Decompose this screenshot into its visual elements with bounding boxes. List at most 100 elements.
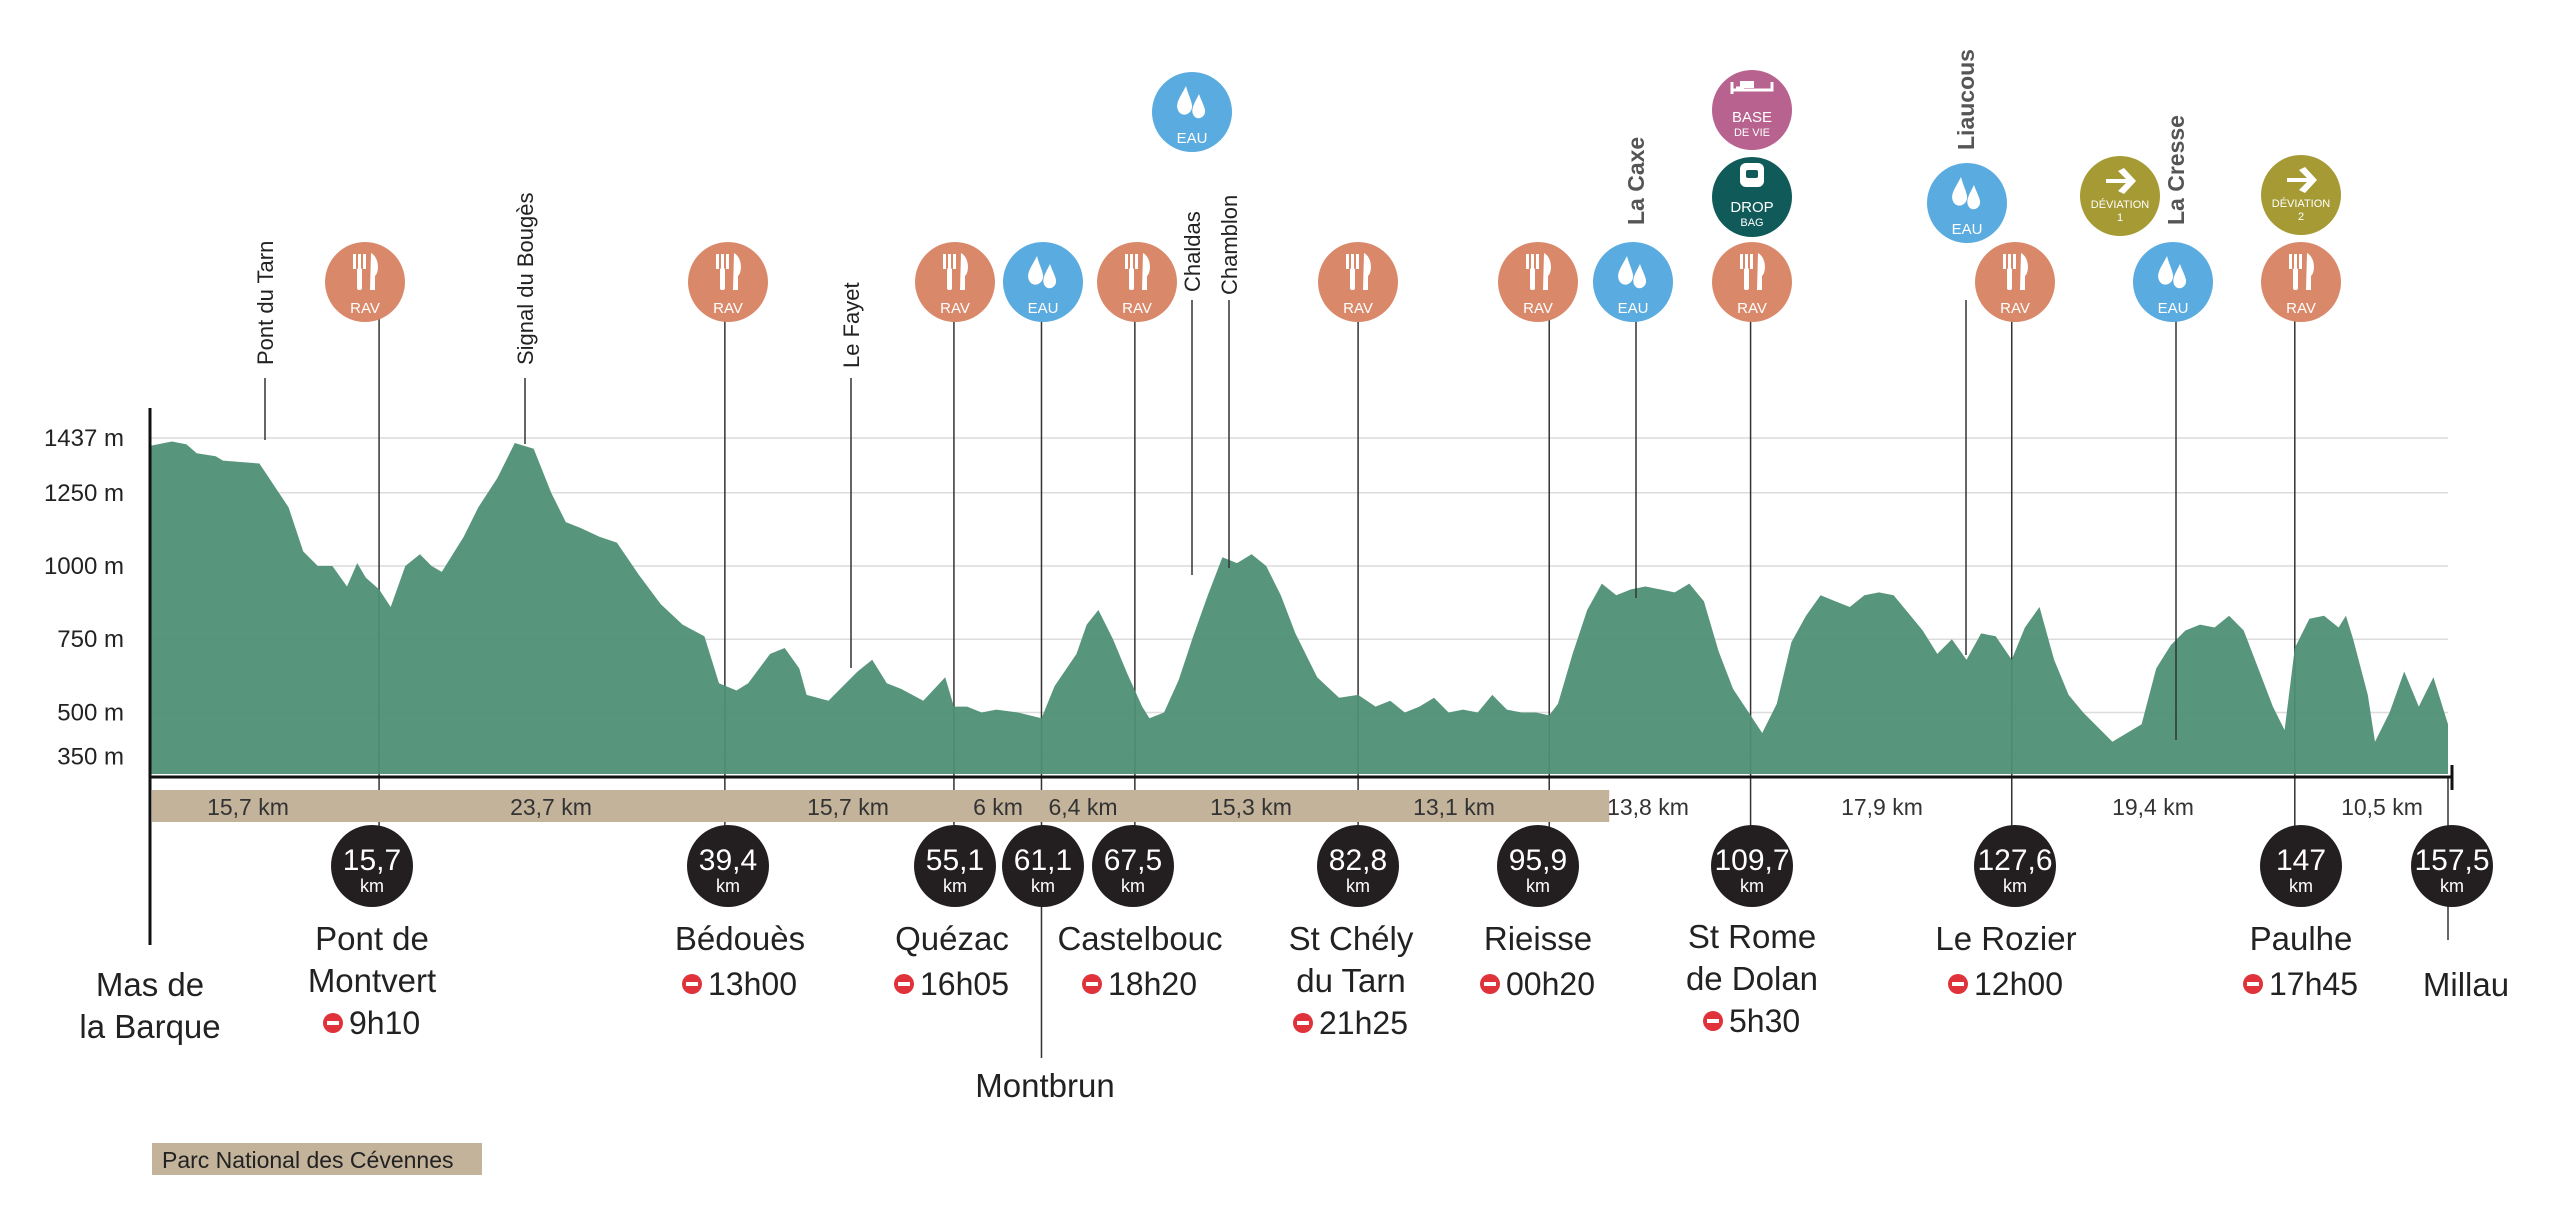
checkpoint-place: Millau xyxy=(2423,966,2509,1003)
eau-label: EAU xyxy=(2158,300,2189,317)
segment-distance: 13,8 km xyxy=(1607,794,1689,820)
checkpoint-place: Quézac 16h05 xyxy=(894,920,1009,1002)
y-tick-label: 1250 m xyxy=(44,480,124,507)
eau-label: EAU xyxy=(1618,300,1649,317)
eau-circle xyxy=(1003,242,1083,322)
eau-label: EAU xyxy=(1952,221,1983,238)
rav-circle xyxy=(1498,242,1578,322)
drop-sublabel: BAG xyxy=(1740,217,1763,229)
fork-tine xyxy=(953,254,956,269)
waypoint-label: Liaucous xyxy=(1953,49,1979,150)
place-name: St Chély xyxy=(1289,920,1414,957)
fork-tine xyxy=(948,254,951,269)
waypoint-labels: Pont du Tarn Signal du Bougès Le Fayet Chal… xyxy=(253,49,2189,740)
aid-station-icons: RAV RAV RAV EAU RAV EAU RAV RAV EAU RAV EAU RAV EAU R… xyxy=(325,70,2341,322)
deviation-number: 2 xyxy=(2298,211,2304,223)
cutoff-time: 13h00 xyxy=(708,966,797,1002)
elevation-area xyxy=(150,441,2448,774)
fork-handle xyxy=(2007,268,2012,290)
cutoff-bar xyxy=(1952,982,1964,986)
drop-shape xyxy=(1192,94,1206,119)
place-name: Castelbouc xyxy=(1057,920,1222,957)
drop-label: DROP xyxy=(1730,199,1773,216)
cutoff-time: 9h10 xyxy=(349,1005,420,1041)
km-badge-unit: km xyxy=(2440,876,2464,896)
eau-label: EAU xyxy=(1177,130,1208,147)
km-badge-circle xyxy=(914,825,996,907)
fork-handle xyxy=(1530,268,1535,290)
place-name: Rieisse xyxy=(1484,920,1592,957)
deviation-circle xyxy=(2080,156,2160,236)
km-badge-circle xyxy=(331,825,413,907)
fork-handle xyxy=(1129,268,1134,290)
fork-tine xyxy=(1125,254,1128,269)
km-badge-value: 39,4 xyxy=(699,844,757,877)
fork-handle xyxy=(947,268,952,290)
eau-circle xyxy=(1593,242,1673,322)
fork-tine xyxy=(1130,254,1133,269)
fork-tine xyxy=(721,254,724,269)
rav-circle xyxy=(1975,242,2055,322)
rav-circle xyxy=(688,242,768,322)
fork-tine xyxy=(716,254,719,269)
base-label: BASE xyxy=(1732,109,1772,126)
cutoff-bar xyxy=(1707,1019,1719,1023)
checkpoint-place: St Rome de Dolan 5h30 xyxy=(1686,918,1818,1039)
fork-handle xyxy=(2293,268,2298,290)
drop-shape xyxy=(1967,185,1981,210)
cutoff-time: 12h00 xyxy=(1974,966,2063,1002)
checkpoint-place: Paulhe 17h45 xyxy=(2243,920,2358,1002)
fork-tine xyxy=(1745,254,1748,269)
cutoff-bar xyxy=(2247,982,2259,986)
waypoint-label: Pont du Tarn xyxy=(253,241,278,365)
y-tick-label: 1437 m xyxy=(44,425,124,452)
drop-shape xyxy=(2158,256,2174,285)
knife-blade xyxy=(1543,253,1551,290)
fork-tine xyxy=(353,254,356,269)
fork-tine xyxy=(943,254,946,269)
place-name: Pont de xyxy=(315,920,429,957)
fork-tine xyxy=(726,254,729,269)
place-name: St Rome xyxy=(1688,918,1816,955)
checkpoint-place: Bédouès 13h00 xyxy=(675,920,805,1002)
rav-icon: RAV xyxy=(325,242,405,322)
drop-shape xyxy=(1633,264,1647,289)
knife-blade xyxy=(2306,253,2314,290)
legend-swatch xyxy=(152,1143,482,1175)
segment-distance: 6 km xyxy=(973,794,1023,820)
knife-blade xyxy=(960,253,968,290)
km-badge-value: 127,6 xyxy=(1977,844,2052,877)
eau-circle xyxy=(2133,242,2213,322)
drop-shape xyxy=(1043,264,1057,289)
km-badge: 67,5km xyxy=(1092,825,1174,907)
km-badge-value: 109,7 xyxy=(1714,844,1789,877)
segment-distance: 15,3 km xyxy=(1210,794,1292,820)
km-badge-unit: km xyxy=(1121,876,1145,896)
segment-distance: 6,4 km xyxy=(1048,794,1117,820)
km-badge-circle xyxy=(687,825,769,907)
axes xyxy=(148,408,2454,945)
cutoff-time: 18h20 xyxy=(1108,966,1197,1002)
km-badge-value: 55,1 xyxy=(926,844,984,877)
cutoff-bar xyxy=(327,1021,339,1025)
segment-distance: 10,5 km xyxy=(2341,794,2423,820)
fork-tine xyxy=(2003,254,2006,269)
cutoff-time: 17h45 xyxy=(2269,966,2358,1002)
rav-icon: RAV xyxy=(688,242,768,322)
km-badge-unit: km xyxy=(1526,876,1550,896)
km-badge-unit: km xyxy=(716,876,740,896)
eau-icon: EAU xyxy=(1152,72,1232,152)
checkpoint-place: Pont de Montvert 9h10 xyxy=(308,920,436,1041)
rav-label: RAV xyxy=(1343,300,1373,317)
rav-circle xyxy=(915,242,995,322)
rav-circle xyxy=(1712,242,1792,322)
place-name: Paulhe xyxy=(2250,920,2353,957)
cutoff-bar xyxy=(898,982,910,986)
knife-blade xyxy=(2020,253,2028,290)
fork-handle xyxy=(1744,268,1749,290)
fork-handle xyxy=(720,268,725,290)
drop-shape xyxy=(2173,264,2187,289)
rav-icon: RAV xyxy=(1097,242,1177,322)
